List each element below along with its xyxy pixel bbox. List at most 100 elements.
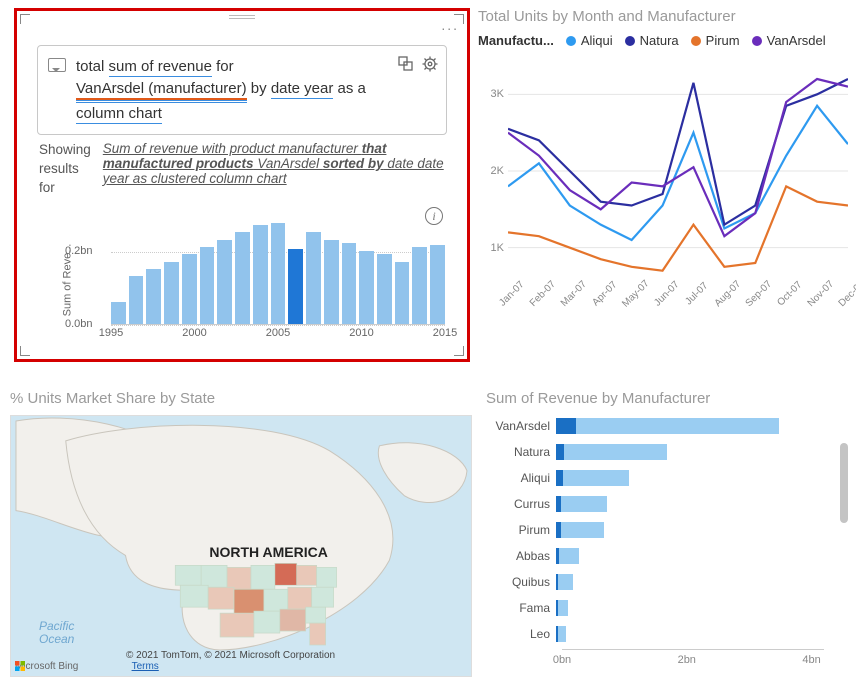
- hbar-segment[interactable]: [558, 574, 573, 590]
- column-bar[interactable]: [253, 225, 268, 324]
- legend-dot-icon: [752, 36, 762, 46]
- hbar-segment[interactable]: [563, 470, 630, 486]
- x-tick-label: 2bn: [678, 654, 696, 666]
- line-series[interactable]: [508, 186, 848, 270]
- gear-icon[interactable]: [422, 56, 438, 72]
- column-bar[interactable]: [359, 251, 374, 324]
- legend-item[interactable]: Natura: [625, 33, 679, 48]
- column-bar[interactable]: [164, 262, 179, 324]
- qa-token-groupby: date year: [271, 80, 334, 99]
- column-bar[interactable]: [129, 276, 144, 324]
- qa-query-input[interactable]: total sum of revenue for VanArsdel (manu…: [37, 45, 447, 135]
- hbar-segment[interactable]: [576, 418, 779, 434]
- column-bar[interactable]: [306, 232, 321, 324]
- showing-label: Showing: [39, 141, 91, 160]
- column-bar[interactable]: [235, 232, 250, 324]
- resize-handle-tr[interactable]: [454, 14, 464, 24]
- x-tick-label: 2005: [266, 327, 290, 339]
- chart-legend[interactable]: Manufactu...AliquiNaturaPirumVanArsdel: [478, 33, 848, 48]
- drag-handle-icon[interactable]: [229, 15, 255, 23]
- resize-handle-bl[interactable]: [20, 346, 30, 356]
- map-ocean-label: Pacific Ocean: [39, 620, 74, 646]
- hbar-segment[interactable]: [558, 600, 568, 616]
- convert-visual-icon[interactable]: [398, 56, 414, 72]
- y-tick-label: 2K: [491, 165, 504, 177]
- legend-item[interactable]: VanArsdel: [752, 33, 826, 48]
- column-bar[interactable]: [271, 223, 286, 324]
- hbar-row[interactable]: Quibus: [486, 571, 836, 593]
- qa-token-viz: column chart: [76, 105, 162, 124]
- hbar-row[interactable]: Abbas: [486, 545, 836, 567]
- column-bar[interactable]: [324, 240, 339, 324]
- column-bar[interactable]: [412, 247, 427, 324]
- hbar-segment[interactable]: [556, 418, 576, 434]
- y-tick-label: 3K: [491, 88, 504, 100]
- column-bar[interactable]: [182, 254, 197, 324]
- column-chart-plot[interactable]: [111, 215, 445, 325]
- y-tick-label: 1K: [491, 242, 504, 254]
- chat-icon: [48, 58, 66, 72]
- hbar-segment[interactable]: [556, 470, 563, 486]
- qa-text-plain: total: [76, 58, 109, 75]
- terms-link[interactable]: Terms: [132, 661, 159, 672]
- x-tick-label: 0bn: [553, 654, 571, 666]
- map-visual[interactable]: NORTH AMERICA Pacific Ocean Microsoft Bi…: [10, 415, 472, 677]
- qa-token-measure: sum of revenue: [109, 58, 212, 77]
- qa-restatement: Showing results for Sum of revenue with …: [39, 141, 447, 198]
- legend-dot-icon: [625, 36, 635, 46]
- column-bar[interactable]: [288, 249, 303, 324]
- legend-text: Pirum: [706, 33, 740, 48]
- hbar-segment[interactable]: [561, 522, 604, 538]
- hbar-row[interactable]: Pirum: [486, 519, 836, 541]
- showing-label: results: [39, 160, 91, 179]
- hbar-label: Aliqui: [486, 471, 556, 485]
- hbar-segment[interactable]: [561, 496, 606, 512]
- column-bar[interactable]: [342, 243, 357, 324]
- line-chart-plot[interactable]: [508, 56, 848, 286]
- restate-text: Sum of revenue with product manufacturer: [103, 141, 362, 156]
- qa-visual-card[interactable]: ... total sum of revenue for VanArsdel (…: [14, 8, 470, 362]
- column-bar[interactable]: [200, 247, 215, 324]
- column-bar[interactable]: [430, 245, 445, 324]
- hbar-row[interactable]: Natura: [486, 441, 836, 463]
- column-bar[interactable]: [146, 269, 161, 324]
- x-tick-label: 2010: [349, 327, 373, 339]
- hbar-segment[interactable]: [564, 444, 667, 460]
- column-chart[interactable]: Sum of Reve... 0.2bn0.0bn 19952000200520…: [35, 215, 449, 345]
- hbar-label: Quibus: [486, 575, 556, 589]
- qa-text-plain: by: [247, 80, 271, 97]
- qa-text-plain: for: [212, 58, 234, 75]
- legend-dot-icon: [566, 36, 576, 46]
- resize-handle-br[interactable]: [454, 346, 464, 356]
- hbar-row[interactable]: Aliqui: [486, 467, 836, 489]
- line-series[interactable]: [508, 79, 848, 225]
- legend-text: Natura: [640, 33, 679, 48]
- map-continent-label: NORTH AMERICA: [209, 544, 327, 560]
- column-bar[interactable]: [377, 254, 392, 324]
- x-tick-label: 1995: [99, 327, 123, 339]
- legend-item[interactable]: Pirum: [691, 33, 740, 48]
- hbar-row[interactable]: Fama: [486, 597, 836, 619]
- legend-dot-icon: [691, 36, 701, 46]
- hbar-segment[interactable]: [558, 626, 566, 642]
- legend-item[interactable]: Aliqui: [566, 33, 613, 48]
- hbar-chart[interactable]: VanArsdel Natura Aliqui Currus Pirum Abbas Qui…: [486, 415, 848, 667]
- hbar-label: Pirum: [486, 523, 556, 537]
- map-copyright: © 2021 TomTom, © 2021 Microsoft Corporat…: [126, 650, 356, 672]
- scrollbar-thumb[interactable]: [840, 443, 848, 523]
- hbar-row[interactable]: Leo: [486, 623, 836, 645]
- legend-text: Aliqui: [581, 33, 613, 48]
- line-chart[interactable]: 1K2K3K Jan-07Feb-07Mar-07Apr-07May-07Jun…: [478, 56, 848, 316]
- hbar-label: Fama: [486, 601, 556, 615]
- column-bar[interactable]: [395, 262, 410, 324]
- chart-title: Sum of Revenue by Manufacturer: [486, 390, 848, 407]
- column-bar[interactable]: [217, 240, 232, 324]
- hbar-segment[interactable]: [559, 548, 579, 564]
- hbar-row[interactable]: Currus: [486, 493, 836, 515]
- resize-handle-tl[interactable]: [20, 14, 30, 24]
- hbar-row[interactable]: VanArsdel: [486, 415, 836, 437]
- hbar-segment[interactable]: [556, 444, 564, 460]
- copyright-text: © 2021 TomTom, © 2021 Microsoft Corporat…: [126, 650, 335, 661]
- column-bar[interactable]: [111, 302, 126, 324]
- line-series[interactable]: [508, 106, 848, 240]
